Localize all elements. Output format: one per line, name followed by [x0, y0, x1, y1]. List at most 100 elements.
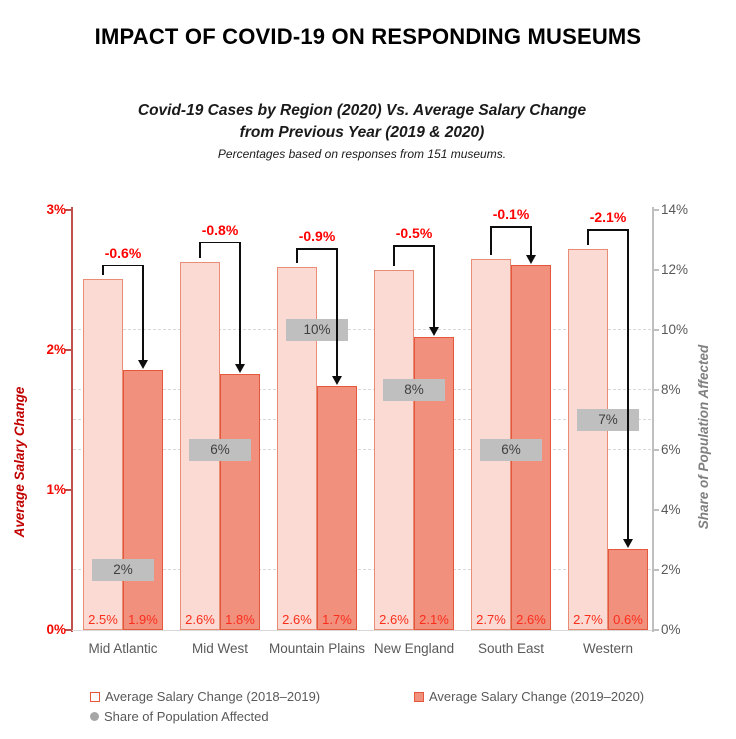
- left-axis-tick: [65, 209, 71, 211]
- arrow-head-icon: [138, 359, 148, 369]
- bar-value-label: 2.7%: [476, 612, 506, 627]
- bracket-horizontal: [102, 264, 144, 267]
- arrow-head-icon: [526, 254, 536, 264]
- share-population-label: 2%: [92, 559, 154, 581]
- right-axis-tick: [653, 209, 659, 211]
- bracket-horizontal: [296, 248, 338, 250]
- bracket-left-tick: [102, 264, 104, 275]
- bar-2019-2020: [317, 386, 357, 630]
- legend-label: Average Salary Change (2018–2019): [105, 689, 321, 704]
- bracket-horizontal: [199, 241, 241, 244]
- bracket-arrow-shaft: [239, 241, 241, 365]
- category-label: South East: [477, 641, 545, 656]
- right-axis-tick: [653, 449, 659, 451]
- bracket-left-tick: [587, 229, 589, 246]
- gridline: [73, 419, 651, 420]
- bar-value-label: 1.7%: [322, 612, 352, 627]
- bracket-horizontal: [587, 229, 629, 231]
- category-label: New England: [373, 641, 455, 656]
- bracket-left-tick: [296, 248, 298, 264]
- right-axis-tick: [653, 329, 659, 331]
- bar-value-label: 2.6%: [185, 612, 215, 627]
- legend-item-salary-2018-2019: Average Salary Change (2018–2019): [90, 689, 320, 704]
- right-axis-tick: [653, 509, 659, 511]
- chart-subtitle: Percentages based on responses from 151 …: [217, 147, 507, 161]
- right-axis-line: [652, 207, 654, 632]
- left-axis-title: Average Salary Change: [12, 386, 27, 538]
- change-annotation: -0.9%: [298, 228, 336, 245]
- baseline: [72, 630, 652, 632]
- chart-title: Covid-19 Cases by Region (2020) Vs. Aver…: [72, 100, 652, 144]
- category-label: Western: [582, 641, 634, 656]
- chart-title-line1: Covid-19 Cases by Region (2020) Vs. Aver…: [137, 102, 587, 119]
- bar-value-label: 1.8%: [225, 612, 255, 627]
- right-tick-label: 2%: [661, 562, 681, 577]
- right-axis-tick: [653, 629, 659, 631]
- bar-value-label: 2.6%: [282, 612, 312, 627]
- left-tick-label: 3%: [46, 202, 66, 217]
- bracket-horizontal: [393, 245, 435, 247]
- bar-value-label: 2.1%: [419, 612, 449, 627]
- bar-value-label: 1.9%: [128, 612, 158, 627]
- share-population-label: 6%: [480, 439, 542, 461]
- category-label: Mid West: [191, 641, 248, 656]
- bracket-horizontal: [490, 226, 532, 228]
- right-tick-label: 0%: [661, 622, 681, 637]
- gridline: [73, 449, 651, 450]
- right-tick-label: 10%: [661, 322, 689, 337]
- right-tick-label: 8%: [661, 382, 681, 397]
- bar-2019-2020: [220, 373, 260, 630]
- bracket-arrow-shaft: [627, 229, 629, 540]
- bar-2019-2020: [608, 548, 648, 630]
- bar-2018-2019: [374, 270, 414, 630]
- right-axis-tick: [653, 569, 659, 571]
- bar-value-label: 2.6%: [379, 612, 409, 627]
- right-tick-label: 12%: [661, 262, 689, 277]
- change-annotation: -0.6%: [104, 244, 142, 261]
- right-axis-tick: [653, 269, 659, 271]
- change-annotation: -2.1%: [589, 209, 627, 226]
- left-tick-label: 2%: [46, 342, 66, 357]
- left-tick-label: 0%: [46, 622, 66, 637]
- arrow-head-icon: [429, 327, 439, 337]
- legend-marker-2019-2020-icon: [414, 691, 424, 702]
- right-axis-title: Share of Population Affected: [696, 344, 711, 530]
- bracket-arrow-shaft: [336, 248, 338, 378]
- right-tick-label: 4%: [661, 502, 681, 517]
- legend-label: Average Salary Change (2019–2020): [429, 689, 645, 704]
- share-population-label: 10%: [286, 319, 348, 341]
- bracket-arrow-shaft: [433, 245, 435, 329]
- bar-value-label: 2.5%: [88, 612, 118, 627]
- bracket-arrow-shaft: [530, 226, 532, 256]
- left-axis-line: [71, 207, 73, 632]
- arrow-head-icon: [235, 363, 245, 373]
- share-population-label: 6%: [189, 439, 251, 461]
- category-label: Mid Atlantic: [88, 641, 158, 656]
- legend-marker-2018-2019-icon: [90, 691, 100, 702]
- left-axis-tick: [65, 629, 71, 631]
- bar-2018-2019: [568, 249, 608, 630]
- page-title: IMPACT OF COVID-19 ON RESPONDING MUSEUMS: [94, 24, 642, 49]
- bracket-left-tick: [393, 245, 395, 267]
- gridline: [73, 329, 651, 330]
- right-axis-tick: [653, 389, 659, 391]
- bar-2019-2020: [123, 369, 163, 630]
- bar-value-label: 2.6%: [516, 612, 546, 627]
- share-population-label: 7%: [577, 409, 639, 431]
- left-axis-tick: [65, 489, 71, 491]
- share-population-label: 8%: [383, 379, 445, 401]
- legend-label: Share of Population Affected: [104, 709, 269, 724]
- legend-item-share-population: Share of Population Affected: [90, 709, 269, 724]
- gridline: [73, 569, 651, 570]
- legend-marker-share-icon: [90, 712, 99, 721]
- bracket-left-tick: [490, 226, 492, 255]
- bar-value-label: 2.7%: [573, 612, 603, 627]
- change-annotation: -0.1%: [492, 206, 530, 222]
- bracket-left-tick: [199, 241, 201, 258]
- arrow-head-icon: [623, 538, 633, 548]
- gridline: [73, 389, 651, 390]
- right-tick-label: 14%: [661, 202, 689, 217]
- change-annotation: -0.5%: [395, 225, 433, 242]
- right-tick-label: 6%: [661, 442, 681, 457]
